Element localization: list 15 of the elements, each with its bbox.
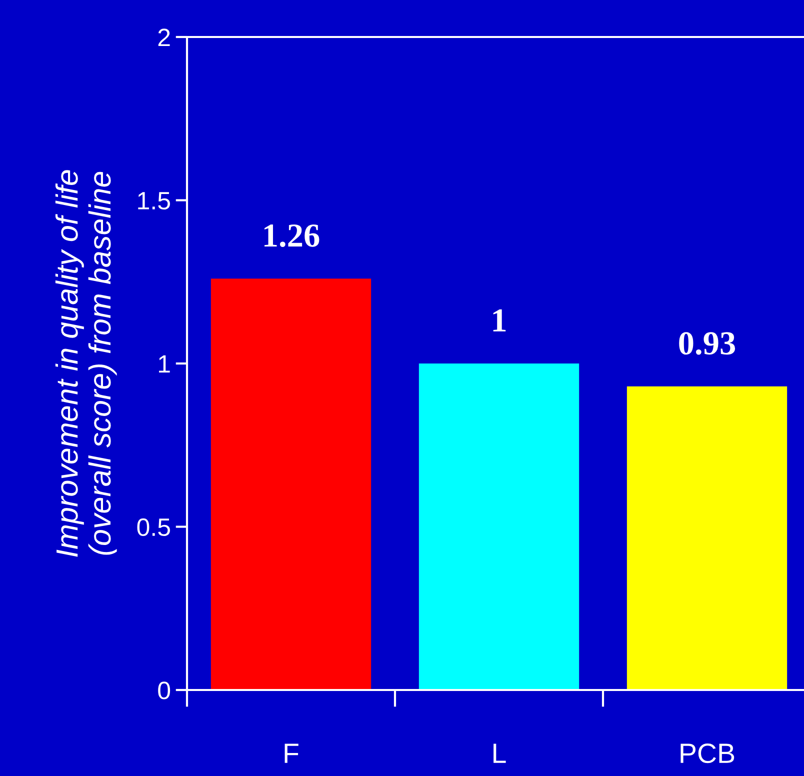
bar: [210, 278, 372, 690]
y-tick-label: 0.5: [137, 518, 170, 536]
bar: [418, 364, 580, 690]
data-label: 1: [493, 309, 506, 332]
x-tick-label: PCB: [680, 744, 734, 764]
y-axis-title: Improvement in quality of life (overall score) from baseline: [55, 170, 117, 557]
data-label: 0.93: [679, 332, 736, 355]
y-tick-label: 1: [159, 355, 170, 373]
x-tick-label: F: [284, 744, 298, 763]
x-tick-label: L: [494, 744, 506, 763]
y-tick-label: 2: [158, 28, 170, 46]
y-tick-label: 0: [158, 682, 170, 700]
bar: [626, 386, 788, 690]
y-tick-label: 1.5: [138, 192, 170, 210]
data-label: 1.26: [264, 224, 320, 247]
